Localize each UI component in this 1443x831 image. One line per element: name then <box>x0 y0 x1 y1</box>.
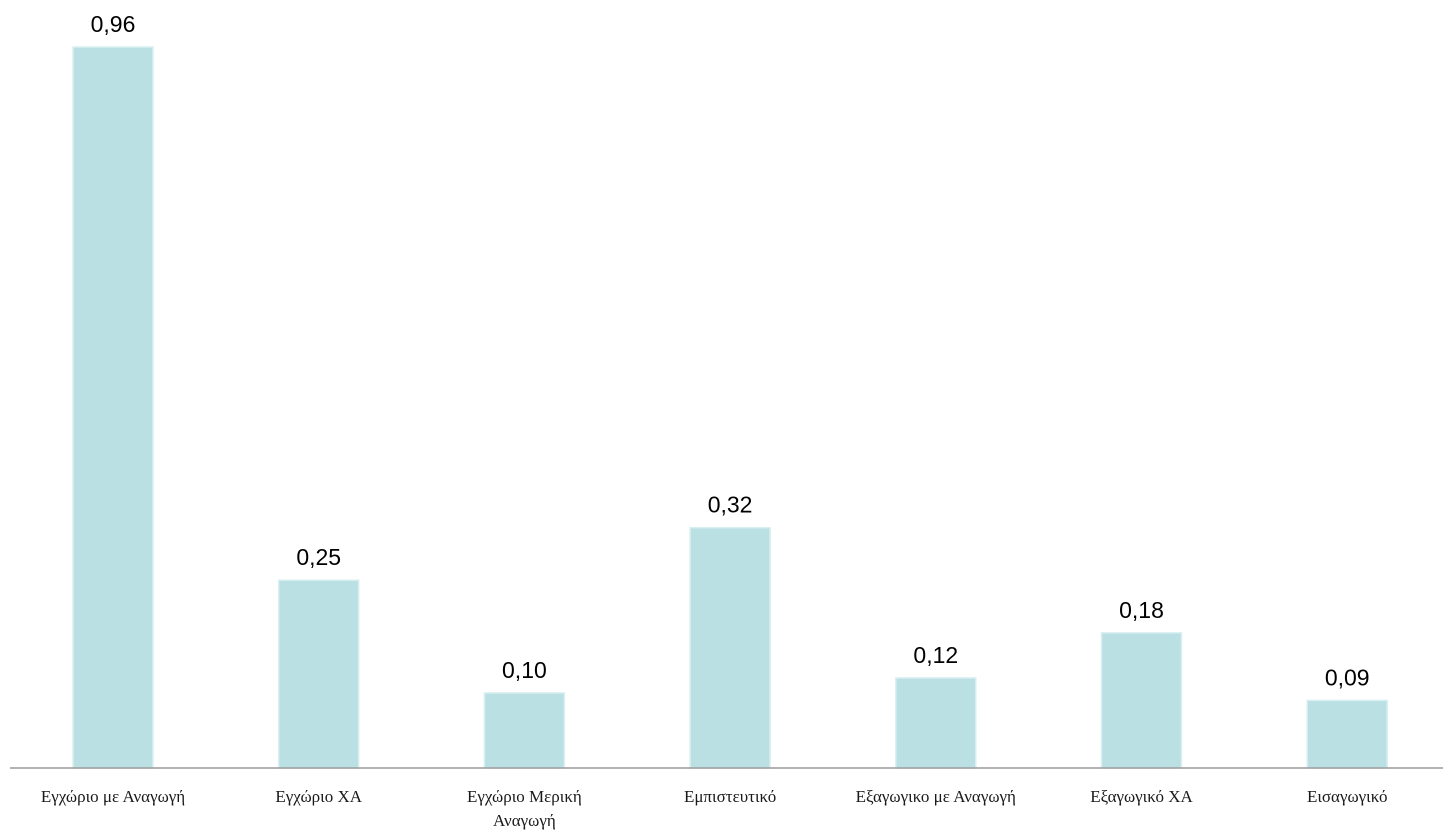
value-label-1: 0,25 <box>296 544 341 570</box>
bar-6 <box>1306 699 1388 769</box>
category-label-4: Εξαγωγικο με Αναγωγή <box>856 787 1016 806</box>
category-label-5: Εξαγωγικό ΧΑ <box>1090 787 1193 806</box>
value-label-6: 0,09 <box>1325 664 1370 690</box>
bar-2 <box>483 692 566 769</box>
category-label-2: Εγχώριο Μερική Αναγωγή <box>467 787 582 830</box>
value-label-2: 0,10 <box>502 657 547 683</box>
category-label-3-line-0: Εμπιστευτικό <box>684 787 776 806</box>
category-label-3: Εμπιστευτικό <box>684 787 776 806</box>
value-label-4: 0,12 <box>913 642 958 668</box>
category-label-4-line-0: Εξαγωγικο με Αναγωγή <box>856 787 1016 806</box>
value-label-0: 0,96 <box>91 11 136 37</box>
category-label-1: Εγχώριο ΧΑ <box>275 787 362 806</box>
category-label-1-line-0: Εγχώριο ΧΑ <box>275 787 362 806</box>
bar-4 <box>895 677 977 769</box>
bars-group <box>72 46 1388 769</box>
category-label-5-line-0: Εξαγωγικό ΧΑ <box>1090 787 1193 806</box>
bar-0 <box>72 46 154 769</box>
category-label-6-line-0: Εισαγωγικό <box>1307 787 1388 806</box>
category-label-2-line-0: Εγχώριο Μερική <box>467 787 582 806</box>
value-label-5: 0,18 <box>1119 597 1164 623</box>
category-label-0: Εγχώριο με Αναγωγή <box>41 787 185 806</box>
category-labels-group: Εγχώριο με Αναγωγή Εγχώριο ΧΑ Εγχώριο Μερι… <box>41 787 1388 830</box>
value-label-3: 0,32 <box>708 492 753 518</box>
category-label-6: Εισαγωγικό <box>1307 787 1388 806</box>
bar-3 <box>689 526 771 769</box>
bar-1 <box>277 579 360 769</box>
category-label-0-line-0: Εγχώριο με Αναγωγή <box>41 787 185 806</box>
bar-5 <box>1100 632 1183 769</box>
value-labels-group: 0,96 0,25 0,10 0,32 0,12 0,18 0,09 <box>91 11 1370 690</box>
category-label-2-line-1: Αναγωγή <box>493 811 556 830</box>
